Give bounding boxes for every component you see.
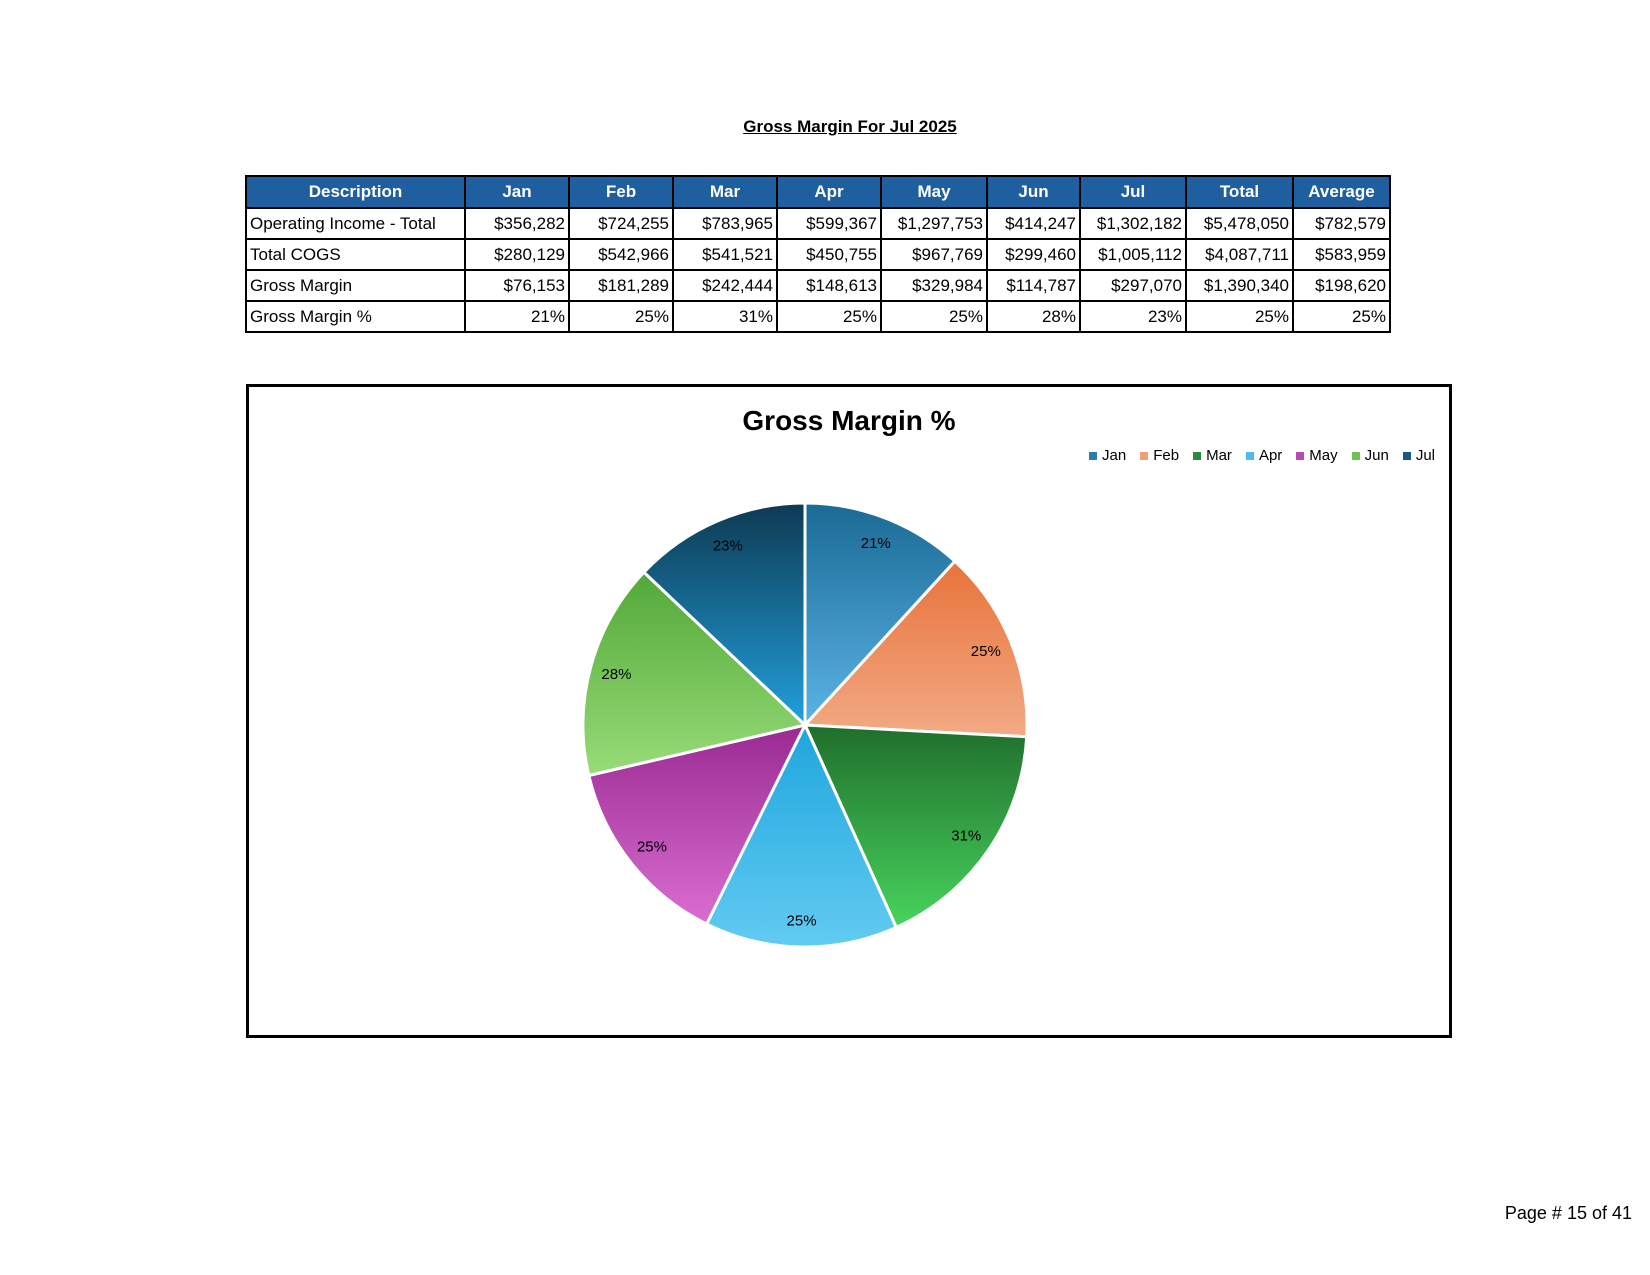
column-header-description: Description: [245, 175, 466, 209]
legend-swatch: [1402, 451, 1411, 460]
column-header-may: May: [880, 175, 988, 209]
chart-container: Gross Margin % Jan Feb Mar Apr May Jun Jul 21%…: [246, 384, 1452, 1038]
legend-item-jun: Jun: [1351, 447, 1389, 464]
row-description: Gross Margin: [245, 269, 466, 302]
table-cell: 28%: [986, 300, 1081, 333]
column-header-feb: Feb: [568, 175, 674, 209]
data-label-feb: 25%: [971, 643, 1001, 660]
data-label-may: 25%: [637, 838, 667, 855]
table-cell: $242,444: [672, 269, 778, 302]
row-description: Operating Income - Total: [245, 207, 466, 240]
data-label-jul: 23%: [713, 538, 743, 555]
table-cell: $783,965: [672, 207, 778, 240]
column-header-jul: Jul: [1079, 175, 1187, 209]
table-cell: $76,153: [464, 269, 570, 302]
table-cell: $5,478,050: [1185, 207, 1294, 240]
table-cell: $148,613: [776, 269, 882, 302]
pie-slice-may: [587, 722, 808, 927]
table-cell: 25%: [568, 300, 674, 333]
legend-label: Jul: [1415, 447, 1435, 464]
legend-label: Feb: [1153, 447, 1180, 464]
table-cell: $599,367: [776, 207, 882, 240]
table-cell: 25%: [880, 300, 988, 333]
table-cell: $782,579: [1292, 207, 1391, 240]
column-header-mar: Mar: [672, 175, 778, 209]
table-cell: $583,959: [1292, 238, 1391, 271]
report-title: Gross Margin For Jul 2025: [743, 117, 957, 136]
legend-swatch: [1089, 451, 1098, 460]
pie-chart: 21% 25% 31% 25% 25% 28% 23%: [581, 501, 1029, 949]
table-row: Gross Margin % 21% 25% 31% 25% 25% 28% 23% 25% 25…: [245, 300, 1391, 333]
table-cell: 25%: [1292, 300, 1391, 333]
chart-legend: Jan Feb Mar Apr May Jun Jul: [1089, 447, 1435, 464]
legend-label: Mar: [1206, 447, 1232, 464]
legend-swatch: [1296, 451, 1305, 460]
row-description: Gross Margin %: [245, 300, 466, 333]
data-label-mar: 31%: [951, 827, 981, 844]
table-cell: $1,390,340: [1185, 269, 1294, 302]
column-header-average: Average: [1292, 175, 1391, 209]
legend-swatch: [1140, 451, 1149, 460]
table-cell: $724,255: [568, 207, 674, 240]
legend-item-jul: Jul: [1402, 447, 1435, 464]
data-label-jun: 28%: [601, 666, 631, 683]
table-cell: $450,755: [776, 238, 882, 271]
table-body: Operating Income - Total $356,282 $724,255…: [245, 207, 1391, 333]
pie-slice-jun: [581, 570, 809, 778]
pie-slice-feb: [801, 559, 1029, 739]
legend-item-jan: Jan: [1089, 447, 1126, 464]
legend-label: Apr: [1258, 447, 1283, 464]
table-cell: $329,984: [880, 269, 988, 302]
table-cell: $181,289: [568, 269, 674, 302]
row-description: Total COGS: [245, 238, 466, 271]
table-cell: 31%: [672, 300, 778, 333]
legend-swatch: [1193, 451, 1202, 460]
column-header-apr: Apr: [776, 175, 882, 209]
data-label-jan: 21%: [861, 535, 891, 552]
legend-label: Jun: [1364, 447, 1389, 464]
table-cell: 23%: [1079, 300, 1187, 333]
legend-label: May: [1309, 447, 1338, 464]
legend-label: Jan: [1102, 447, 1127, 464]
column-header-total: Total: [1185, 175, 1294, 209]
legend-item-feb: Feb: [1140, 447, 1179, 464]
data-label-apr: 25%: [787, 912, 817, 929]
table-cell: $280,129: [464, 238, 570, 271]
gross-margin-table: Description Jan Feb Mar Apr May Jun Jul Total Ave…: [245, 175, 1391, 333]
pie-slice-jan: [803, 501, 958, 729]
table-cell: $967,769: [880, 238, 988, 271]
column-header-jun: Jun: [986, 175, 1081, 209]
legend-item-mar: Mar: [1193, 447, 1232, 464]
chart-title: Gross Margin %: [742, 405, 956, 436]
table-cell: $198,620: [1292, 269, 1391, 302]
page-number: Page # 15 of 41: [1504, 1203, 1632, 1223]
table-cell: 25%: [1185, 300, 1294, 333]
pie-slice-apr: [704, 721, 899, 949]
table-cell: $299,460: [986, 238, 1081, 271]
legend-item-may: May: [1296, 447, 1338, 464]
table-cell: 21%: [464, 300, 570, 333]
table-cell: $1,005,112: [1079, 238, 1187, 271]
table-cell: 25%: [776, 300, 882, 333]
table-cell: $414,247: [986, 207, 1081, 240]
table-cell: $542,966: [568, 238, 674, 271]
table-cell: $356,282: [464, 207, 570, 240]
table-cell: $297,070: [1079, 269, 1187, 302]
column-header-jan: Jan: [464, 175, 570, 209]
table-row: Operating Income - Total $356,282 $724,255…: [245, 207, 1391, 240]
table-cell: $1,297,753: [880, 207, 988, 240]
table-cell: $114,787: [986, 269, 1081, 302]
table-header-row: Description Jan Feb Mar Apr May Jun Jul Total Ave…: [245, 175, 1391, 209]
legend-swatch: [1245, 451, 1254, 460]
pie-slice-mar: [802, 723, 1029, 930]
pie-slice-jul: [641, 501, 807, 729]
legend-swatch: [1351, 451, 1360, 460]
table-row: Total COGS $280,129 $542,966 $541,521 $450,7…: [245, 238, 1391, 271]
table-cell: $1,302,182: [1079, 207, 1187, 240]
table-cell: $541,521: [672, 238, 778, 271]
table-cell: $4,087,711: [1185, 238, 1294, 271]
table-row: Gross Margin $76,153 $181,289 $242,444 $148,…: [245, 269, 1391, 302]
legend-item-apr: Apr: [1245, 447, 1283, 464]
